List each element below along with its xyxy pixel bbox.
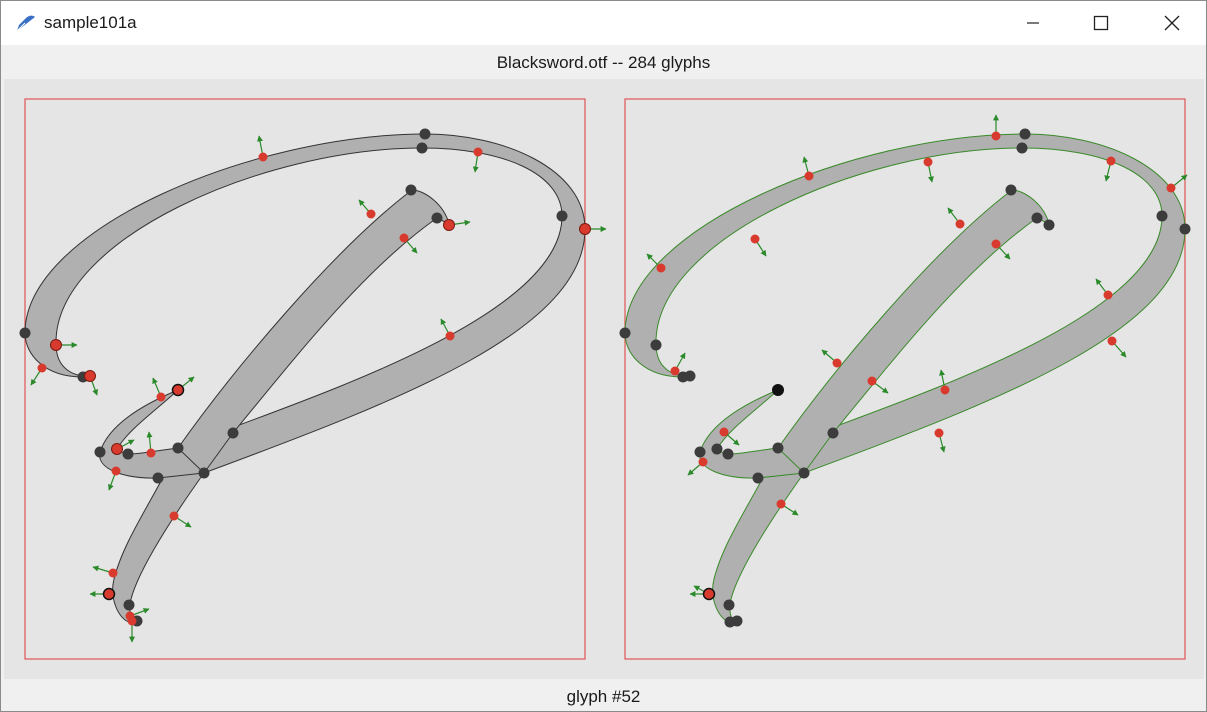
minimize-button[interactable] (999, 1, 1067, 45)
left-off-curve-points (30, 135, 607, 643)
right-glyph-outline (624, 133, 1186, 623)
left-glyph-outline (24, 133, 586, 623)
feather-pen-icon (15, 13, 37, 33)
right-glyph-panel (619, 98, 1191, 660)
glyph-index-label: glyph #52 (566, 687, 641, 706)
left-on-curve-points (19, 128, 568, 627)
left-glyph-panel (19, 98, 607, 660)
left-bounding-box (24, 98, 586, 660)
right-off-curve-points (646, 114, 1188, 601)
maximize-button[interactable] (1067, 1, 1135, 45)
title-bar[interactable]: sample101a (1, 1, 1206, 45)
minimize-icon (1026, 16, 1040, 30)
glyph-canvas[interactable] (4, 79, 1204, 679)
close-icon (1164, 15, 1180, 31)
maximize-icon (1093, 15, 1109, 31)
font-info-label: Blacksword.otf -- 284 glyphs (1, 47, 1206, 79)
right-bounding-box (624, 98, 1186, 660)
glyph-drawing (19, 98, 1191, 660)
window-title: sample101a (44, 13, 137, 32)
close-button[interactable] (1138, 1, 1206, 45)
right-on-curve-points (619, 128, 1191, 628)
